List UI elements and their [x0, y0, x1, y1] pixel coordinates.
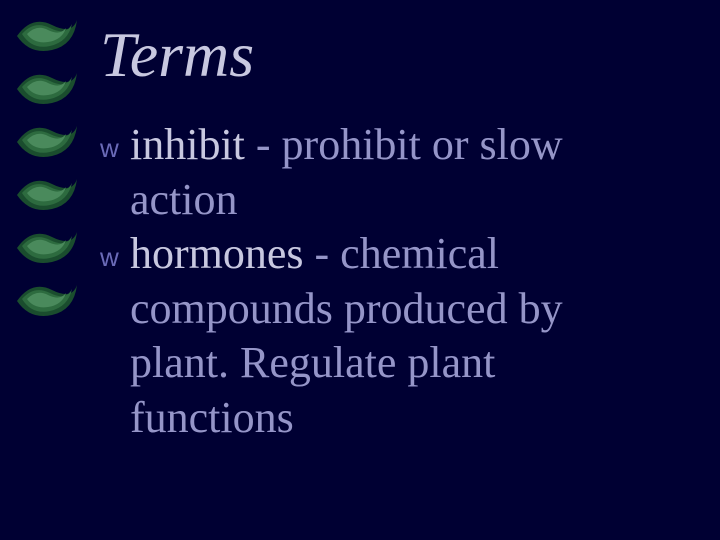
leaf-icon: [12, 10, 82, 62]
bullet-marker-icon: w: [100, 134, 130, 164]
slide-title: Terms: [100, 18, 254, 92]
slide-content: winhibit - prohibit or slow action whorm…: [100, 120, 660, 448]
term-text: hormones: [130, 229, 304, 278]
definition-continuation: plant. Regulate plant: [100, 338, 660, 389]
leaf-icon: [12, 275, 82, 327]
leaf-icon: [12, 116, 82, 168]
leaf-icon: [12, 169, 82, 221]
bullet-marker-icon: w: [100, 243, 130, 273]
leaf-icon: [12, 63, 82, 115]
term-text: inhibit: [130, 120, 245, 169]
definition-continuation: functions: [100, 393, 660, 444]
definition-text: - prohibit or slow: [245, 120, 563, 169]
leaf-decoration: [12, 10, 82, 328]
bullet-item-1: winhibit - prohibit or slow: [100, 120, 660, 171]
definition-continuation: action: [100, 175, 660, 226]
definition-text: - chemical: [304, 229, 499, 278]
bullet-item-2: whormones - chemical: [100, 229, 660, 280]
leaf-icon: [12, 222, 82, 274]
definition-continuation: compounds produced by: [100, 284, 660, 335]
